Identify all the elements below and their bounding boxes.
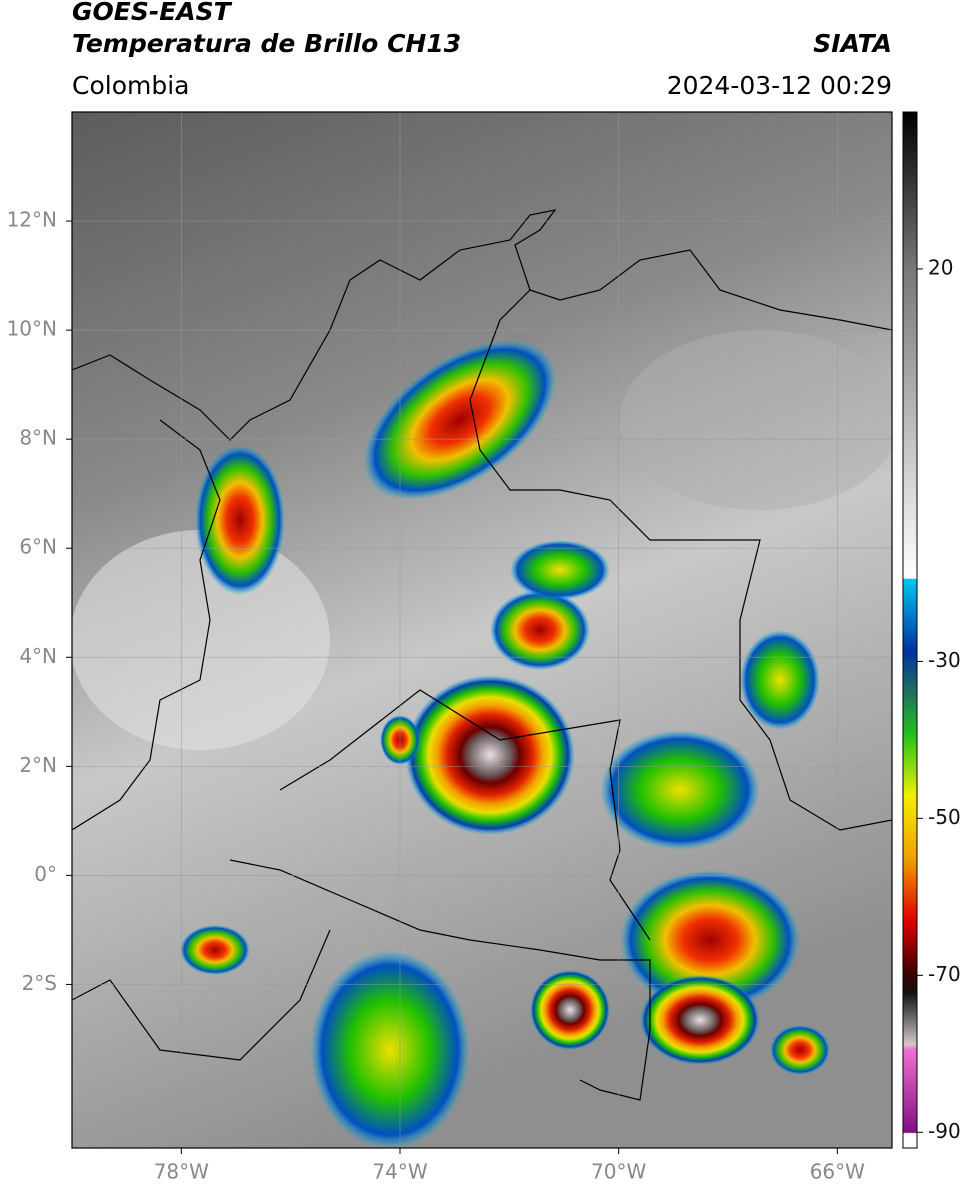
colorbar-label: -70 [928, 962, 961, 986]
coastline [72, 209, 892, 441]
y-tick-label: 8°N [19, 426, 57, 450]
x-tick-label: 66°W [810, 1160, 865, 1184]
y-tick-label: 0° [34, 862, 57, 886]
source: SIATA [813, 29, 892, 58]
colorbar-label: -30 [928, 648, 961, 672]
storm [620, 870, 800, 1010]
border [279, 689, 651, 941]
y-tick-label: 6°N [19, 535, 57, 559]
region: Colombia [72, 71, 189, 100]
cloud [620, 330, 892, 510]
colorbar-label: -90 [928, 1119, 961, 1143]
storm [530, 970, 610, 1050]
storm [640, 975, 760, 1065]
y-tick-label: 12°N [7, 208, 57, 232]
colorbar [902, 111, 918, 1149]
storm [180, 925, 250, 975]
storm [310, 950, 470, 1148]
colorbar-label: -50 [928, 805, 961, 829]
x-tick-label: 78°W [154, 1160, 209, 1184]
x-tick-label: 70°W [591, 1160, 646, 1184]
cloud [72, 530, 330, 750]
y-tick-label: 4°N [19, 644, 57, 668]
datetime: 2024-03-12 00:29 [667, 71, 892, 100]
map-frame [71, 111, 893, 1149]
coastline [72, 929, 331, 1061]
y-tick-label: 2°N [19, 753, 57, 777]
y-tick-label: 10°N [7, 317, 57, 341]
storm [405, 675, 575, 835]
storm [600, 730, 760, 850]
storm [510, 540, 610, 600]
storm [363, 340, 557, 500]
border [229, 859, 651, 1101]
title: GOES-EAST [72, 0, 233, 26]
map [72, 112, 892, 1148]
coastline [72, 419, 221, 831]
colorbar-label: 20 [928, 255, 953, 279]
border [469, 289, 892, 831]
storm [490, 590, 590, 670]
y-tick-label: 2°S [22, 971, 57, 995]
storm [740, 630, 820, 730]
subtitle: Temperatura de Brillo CH13 [72, 29, 461, 58]
storm [770, 1025, 830, 1075]
x-tick-label: 74°W [372, 1160, 427, 1184]
storm [195, 445, 285, 595]
